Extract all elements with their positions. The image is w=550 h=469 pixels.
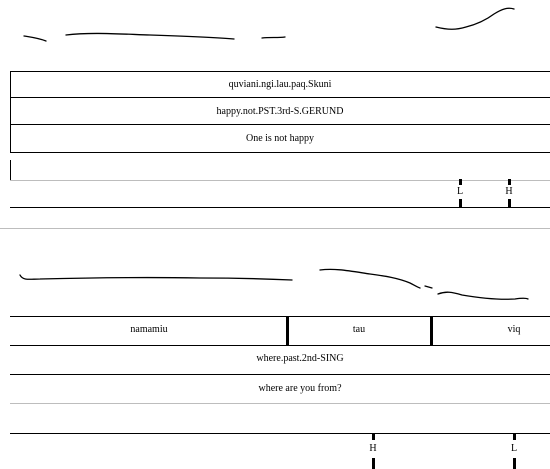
tier-divider (10, 71, 550, 72)
tier-divider (10, 403, 550, 404)
translation-tier-2[interactable]: where are you from? (258, 383, 342, 394)
tone-mark-tick (372, 458, 375, 469)
tone-mark-tick (459, 199, 462, 207)
word-tier-item[interactable]: namamiu (130, 324, 168, 335)
tier-divider (10, 433, 550, 434)
word-tier-item[interactable]: viq (507, 324, 521, 335)
tier-divider (10, 316, 550, 317)
tier-divider (10, 152, 550, 153)
tier-divider (10, 97, 550, 98)
tier-divider (10, 207, 550, 208)
tone-mark-tick (508, 179, 511, 185)
pitch-segment (261, 36, 286, 39)
tone-mark-label[interactable]: H (369, 443, 377, 454)
tone-mark-tick (372, 433, 375, 440)
pitch-segment (19, 274, 293, 281)
translation-tier-1[interactable]: One is not happy (245, 133, 315, 144)
tone-mark-tick (508, 199, 511, 207)
word-boundary[interactable] (286, 316, 289, 345)
tier-divider (10, 124, 550, 125)
tier-boundary-tick (10, 160, 11, 180)
gloss-tier-1[interactable]: happy.not.PST.3rd-S.GERUND (216, 106, 344, 117)
section-separator (0, 228, 550, 229)
tone-mark-label[interactable]: L (510, 443, 518, 454)
tier-divider (10, 374, 550, 375)
tone-mark-tick (459, 179, 462, 185)
tone-mark-tick (513, 433, 516, 440)
word-boundary[interactable] (430, 316, 433, 345)
pitch-segment (65, 32, 235, 40)
word-tier-item[interactable]: tau (352, 324, 366, 335)
tone-mark-tick (513, 458, 516, 469)
tier-divider (10, 180, 550, 181)
tier-divider (10, 345, 550, 346)
tone-mark-label[interactable]: L (456, 186, 464, 197)
pitch-segment (424, 285, 433, 289)
transcription-tier-1[interactable]: quviani.ngi.lau.paq.Skuni (228, 79, 332, 90)
tone-mark-label[interactable]: H (505, 186, 513, 197)
pitch-segment (435, 7, 515, 30)
gloss-tier-2[interactable]: where.past.2nd-SING (256, 353, 344, 364)
pitch-segment (437, 291, 529, 300)
pitch-segment (319, 268, 421, 289)
pitch-segment (23, 35, 47, 42)
tier-left-border (10, 71, 11, 152)
